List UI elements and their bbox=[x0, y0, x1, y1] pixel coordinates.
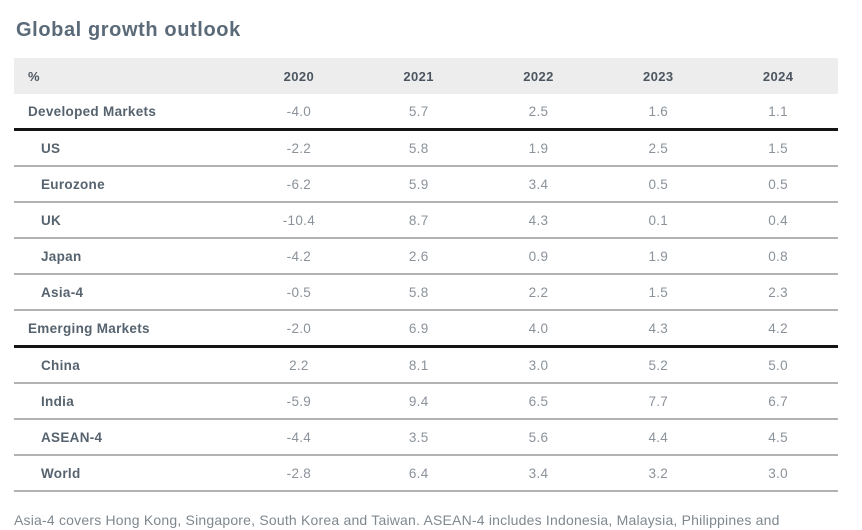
value-cell: 5.8 bbox=[408, 284, 429, 300]
value-cell: 4.3 bbox=[528, 212, 549, 228]
value-cell: 5.6 bbox=[528, 429, 549, 445]
value-cell: 8.1 bbox=[408, 357, 429, 373]
value-cell: 1.1 bbox=[768, 103, 788, 119]
row-label: UK bbox=[41, 212, 62, 228]
unit-header-cell: % bbox=[14, 58, 239, 94]
value-cell: 3.2 bbox=[648, 465, 669, 481]
value-cell: 6.4 bbox=[408, 465, 429, 481]
value-cell: 2.5 bbox=[528, 103, 549, 119]
value-cell: -4.4 bbox=[286, 429, 312, 445]
value-cell: 5.2 bbox=[648, 357, 669, 373]
row-label: World bbox=[41, 465, 81, 481]
value-cell: 6.7 bbox=[768, 393, 788, 409]
value-cell: -2.2 bbox=[286, 140, 312, 156]
value-cell: 0.1 bbox=[648, 212, 669, 228]
value-cell: 1.5 bbox=[648, 284, 669, 300]
row-label: US bbox=[41, 140, 61, 156]
row-label: ASEAN-4 bbox=[41, 429, 103, 445]
value-cell: 1.9 bbox=[528, 140, 549, 156]
value-cell: 2.2 bbox=[289, 357, 309, 373]
table-header-row: % 2020 2021 2022 2023 2024 bbox=[14, 58, 838, 94]
value-cell: 0.8 bbox=[768, 248, 788, 264]
value-cell: 0.5 bbox=[648, 176, 669, 192]
table-row: Eurozone -6.2 5.9 3.4 0.5 0.5 bbox=[14, 166, 838, 202]
table-row: Asia-4 -0.5 5.8 2.2 1.5 2.3 bbox=[14, 274, 838, 310]
table-row: Japan -4.2 2.6 0.9 1.9 0.8 bbox=[14, 238, 838, 274]
value-cell: 0.4 bbox=[768, 212, 788, 228]
value-cell: 4.5 bbox=[768, 429, 788, 445]
value-cell: 4.4 bbox=[648, 429, 669, 445]
page-title: Global growth outlook bbox=[16, 19, 241, 41]
table-row: India -5.9 9.4 6.5 7.7 6.7 bbox=[14, 383, 838, 419]
value-cell: 3.4 bbox=[528, 465, 549, 481]
value-cell: -5.9 bbox=[286, 393, 312, 409]
value-cell: 0.5 bbox=[768, 176, 788, 192]
footnote: Asia-4 covers Hong Kong, Singapore, Sout… bbox=[14, 512, 780, 528]
year-header-cell: 2024 bbox=[718, 58, 838, 94]
table-body: Developed Markets -4.0 5.7 2.5 1.6 1.1 US -2.2 5… bbox=[14, 94, 838, 491]
value-cell: 5.9 bbox=[408, 176, 429, 192]
value-cell: 1.9 bbox=[648, 248, 669, 264]
row-label: Developed Markets bbox=[28, 103, 157, 119]
value-cell: -4.0 bbox=[286, 103, 312, 119]
table-row: World -2.8 6.4 3.4 3.2 3.0 bbox=[14, 455, 838, 491]
year-header-cell: 2021 bbox=[358, 58, 479, 94]
year-header-cell: 2020 bbox=[239, 58, 359, 94]
value-cell: 5.0 bbox=[768, 357, 788, 373]
table-row: China 2.2 8.1 3.0 5.2 5.0 bbox=[14, 347, 838, 383]
table-row: Developed Markets -4.0 5.7 2.5 1.6 1.1 bbox=[14, 94, 838, 130]
value-cell: 6.9 bbox=[408, 320, 429, 336]
value-cell: -10.4 bbox=[282, 212, 316, 228]
value-cell: 1.6 bbox=[648, 103, 669, 119]
value-cell: -6.2 bbox=[286, 176, 312, 192]
row-label: Eurozone bbox=[41, 176, 105, 192]
value-cell: 3.5 bbox=[408, 429, 429, 445]
year-header-cell: 2022 bbox=[478, 58, 599, 94]
value-cell: 2.6 bbox=[408, 248, 429, 264]
value-cell: 3.0 bbox=[768, 465, 788, 481]
value-cell: 4.0 bbox=[528, 320, 549, 336]
row-label: Emerging Markets bbox=[28, 320, 150, 336]
value-cell: 2.3 bbox=[768, 284, 788, 300]
value-cell: 8.7 bbox=[408, 212, 429, 228]
value-cell: 0.9 bbox=[528, 248, 549, 264]
growth-outlook-table: % 2020 2021 2022 2023 2024 Developed Markets -… bbox=[14, 58, 838, 492]
value-cell: 5.7 bbox=[408, 103, 429, 119]
value-cell: 2.5 bbox=[648, 140, 669, 156]
row-label: Japan bbox=[41, 248, 82, 264]
value-cell: 1.5 bbox=[768, 140, 788, 156]
table-row: ASEAN-4 -4.4 3.5 5.6 4.4 4.5 bbox=[14, 419, 838, 455]
value-cell: 4.3 bbox=[648, 320, 669, 336]
value-cell: -0.5 bbox=[286, 284, 312, 300]
row-label: Asia-4 bbox=[41, 284, 84, 300]
value-cell: 6.5 bbox=[528, 393, 549, 409]
value-cell: 3.4 bbox=[528, 176, 549, 192]
value-cell: 5.8 bbox=[408, 140, 429, 156]
value-cell: -2.8 bbox=[286, 465, 312, 481]
row-label: India bbox=[41, 393, 75, 409]
value-cell: 7.7 bbox=[648, 393, 669, 409]
table-head: % 2020 2021 2022 2023 2024 bbox=[14, 58, 838, 94]
value-cell: 2.2 bbox=[528, 284, 549, 300]
value-cell: -2.0 bbox=[286, 320, 312, 336]
year-header-cell: 2023 bbox=[598, 58, 719, 94]
table-row: US -2.2 5.8 1.9 2.5 1.5 bbox=[14, 130, 838, 166]
table-row: UK -10.4 8.7 4.3 0.1 0.4 bbox=[14, 202, 838, 238]
row-label: China bbox=[41, 357, 81, 373]
value-cell: -4.2 bbox=[286, 248, 312, 264]
table-row: Emerging Markets -2.0 6.9 4.0 4.3 4.2 bbox=[14, 310, 838, 347]
value-cell: 9.4 bbox=[408, 393, 429, 409]
value-cell: 3.0 bbox=[528, 357, 549, 373]
value-cell: 4.2 bbox=[768, 320, 788, 336]
